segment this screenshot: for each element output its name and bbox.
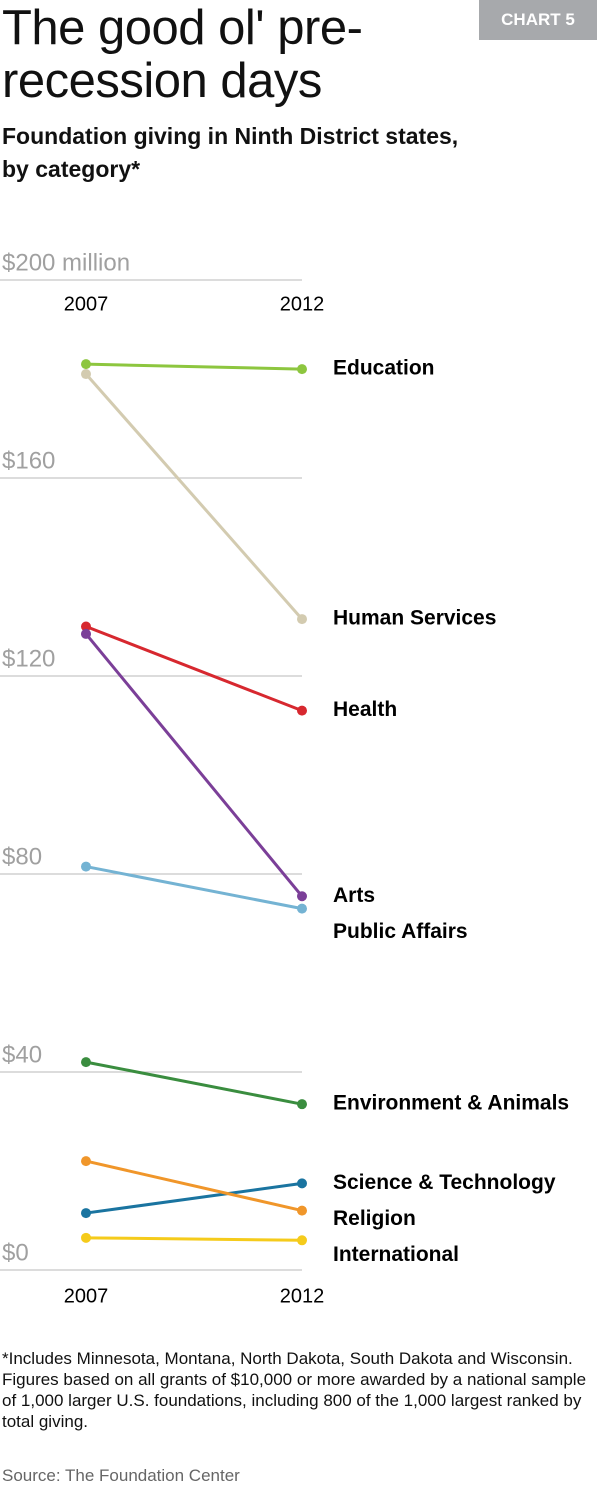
series-label: Science & Technology bbox=[333, 1171, 556, 1194]
series-label: Arts bbox=[333, 884, 375, 907]
data-point bbox=[297, 614, 307, 625]
data-point bbox=[81, 628, 91, 639]
series-line bbox=[84, 373, 304, 621]
data-point bbox=[81, 1156, 91, 1167]
series-line bbox=[85, 1159, 303, 1213]
x-tick-label: 2012 bbox=[280, 293, 325, 315]
chart-subtitle: Foundation giving in Ninth District stat… bbox=[2, 123, 459, 182]
data-point bbox=[297, 364, 307, 375]
data-point bbox=[81, 1057, 91, 1068]
data-point bbox=[81, 359, 91, 370]
data-point bbox=[81, 369, 91, 380]
series-line bbox=[85, 1060, 303, 1106]
series-label: Health bbox=[333, 698, 397, 721]
data-point bbox=[81, 1232, 91, 1243]
footnote: *Includes Minnesota, Montana, North Dako… bbox=[2, 1349, 587, 1431]
data-point bbox=[297, 1178, 307, 1189]
data-point bbox=[297, 903, 307, 914]
series-line bbox=[85, 865, 303, 911]
series-line bbox=[85, 625, 303, 713]
source: Source: The Foundation Center bbox=[2, 1466, 240, 1485]
y-tick-label: $160 bbox=[2, 447, 55, 474]
series-line bbox=[85, 1236, 303, 1242]
data-point bbox=[81, 861, 91, 872]
series-label: Human Services bbox=[333, 607, 496, 630]
data-point bbox=[297, 1235, 307, 1246]
y-tick-label: $120 bbox=[2, 645, 55, 672]
series-line bbox=[85, 362, 303, 371]
y-tick-label: $0 bbox=[2, 1239, 29, 1266]
y-tick-label: $80 bbox=[2, 843, 42, 870]
y-tick-label: $200 million bbox=[2, 249, 130, 276]
series-label: Environment & Animals bbox=[333, 1092, 569, 1115]
data-point bbox=[81, 621, 91, 632]
series-label: Religion bbox=[333, 1207, 416, 1230]
data-point bbox=[297, 705, 307, 716]
chart-title: The good ol' pre-recession days bbox=[2, 1, 363, 108]
data-point bbox=[81, 1208, 91, 1219]
chart: $0 $40 $80 $120 $160 $200 million 2007 2007 2012… bbox=[0, 249, 569, 1307]
chart-badge: CHART 5 bbox=[479, 0, 597, 40]
data-point bbox=[297, 1099, 307, 1110]
series-label: International bbox=[333, 1243, 459, 1266]
series-line bbox=[85, 1181, 303, 1215]
data-point bbox=[297, 891, 307, 902]
series-line bbox=[84, 632, 304, 898]
data-point bbox=[297, 1205, 307, 1216]
x-tick-label: 2012 bbox=[280, 1285, 325, 1307]
x-tick-label: 2007 bbox=[64, 293, 109, 315]
series-label: Public Affairs bbox=[333, 920, 468, 943]
x-tick-label: 2007 bbox=[64, 1285, 109, 1307]
series-label: Education bbox=[333, 357, 435, 380]
y-tick-label: $40 bbox=[2, 1041, 42, 1068]
